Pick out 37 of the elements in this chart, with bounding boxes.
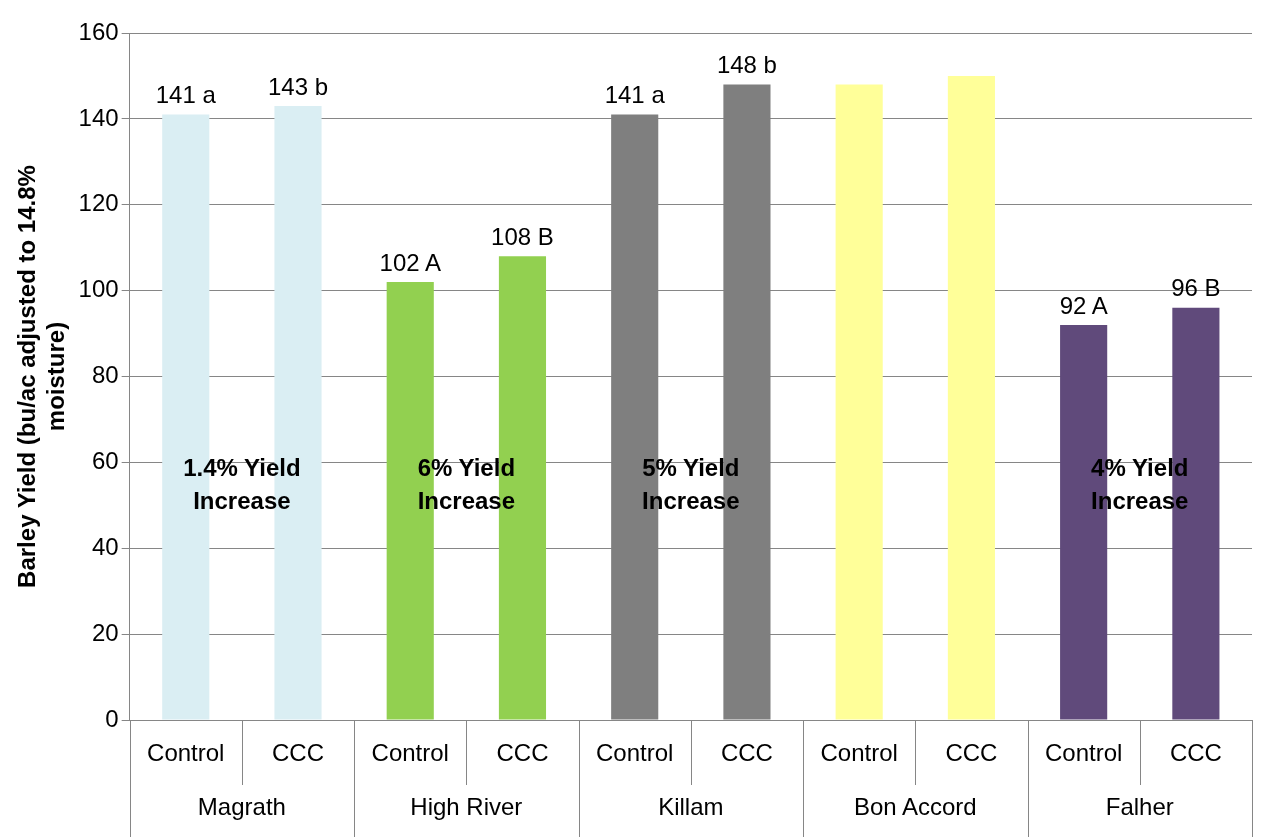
annotation: 5% Yield Increase (642, 453, 740, 514)
y-tick-label: 160 (78, 17, 119, 45)
data-label: 92 A (1059, 291, 1108, 319)
data-label: 148 b (716, 51, 777, 79)
x-tick-label: CCC (1169, 739, 1222, 767)
y-tick-label: 40 (91, 532, 119, 560)
text: Killam (658, 792, 724, 820)
x-tick-label: CCC (496, 739, 549, 767)
y-tick-label: 120 (78, 189, 119, 217)
text: Bon Accord (853, 792, 977, 820)
bar (835, 84, 883, 720)
data-label: 108 B (491, 222, 554, 250)
data-label: 96 B (1171, 274, 1221, 302)
x-tick-label: Control (147, 739, 225, 767)
data-label: 102 A (379, 248, 441, 276)
y-tick-label: 80 (91, 361, 119, 389)
data-label: 143 b (267, 72, 329, 100)
y-tick-label: 100 (78, 275, 119, 303)
text: Magrath (197, 792, 286, 820)
bar (947, 75, 995, 720)
annotation: 1.4% Yield Increase (183, 453, 301, 514)
y-tick-label: 20 (91, 618, 119, 646)
text: High River (410, 792, 523, 820)
x-tick-label: Control (596, 739, 674, 767)
x-tick-label: Control (371, 739, 449, 767)
y-tick-label: 60 (91, 447, 119, 474)
y-axis-title: Barley Yield (bu/ac adjusted to 14.8% moisture) (13, 165, 69, 588)
x-tick-label: CCC (945, 739, 998, 767)
x-tick-label: Control (1044, 739, 1123, 767)
y-tick-label: 0 (105, 704, 119, 732)
data-label: 141 a (604, 81, 666, 109)
data-label: 141 a (155, 81, 217, 109)
x-tick-label: Control (820, 739, 898, 767)
y-tick-label: 140 (78, 103, 119, 131)
text: Falher (1105, 792, 1174, 820)
x-tick-label: CCC (272, 739, 324, 767)
x-tick-label: CCC (720, 739, 773, 767)
